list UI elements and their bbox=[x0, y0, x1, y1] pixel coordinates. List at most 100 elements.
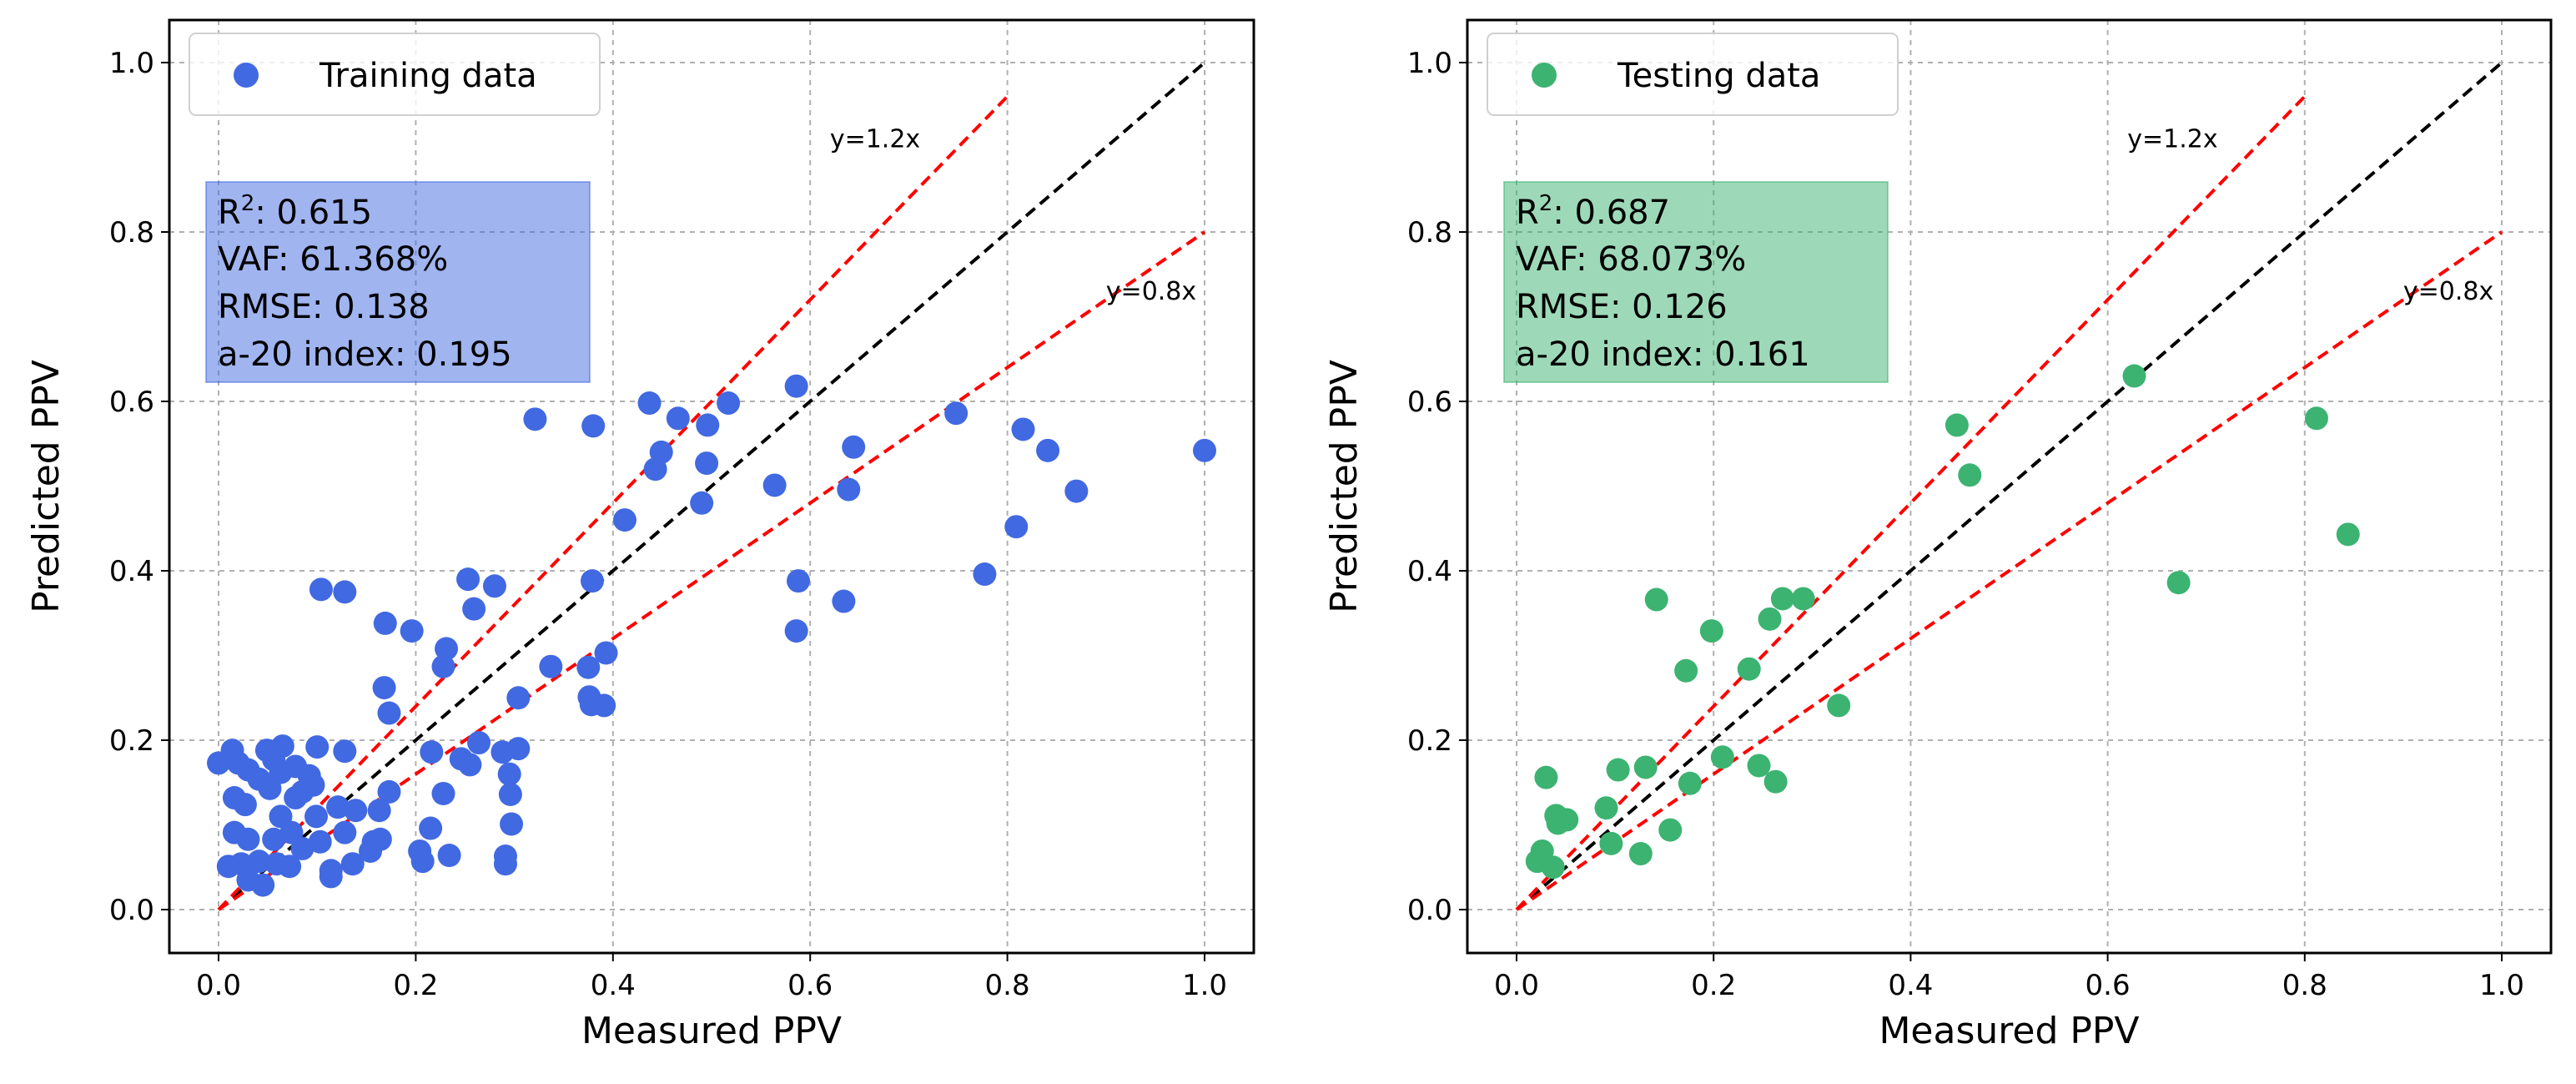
data-point bbox=[1758, 607, 1782, 631]
reference-line-label: y=0.8x bbox=[2403, 277, 2493, 306]
y-tick-label: 1.0 bbox=[109, 47, 154, 80]
data-point bbox=[2122, 364, 2146, 388]
data-point bbox=[837, 477, 861, 502]
data-point bbox=[506, 686, 531, 710]
data-point bbox=[2166, 571, 2191, 595]
data-point bbox=[594, 641, 618, 665]
data-point bbox=[308, 829, 332, 854]
stat-vaf: VAF: 68.073% bbox=[1516, 240, 1746, 279]
r2-value: : 0.615 bbox=[254, 194, 372, 232]
data-point bbox=[787, 569, 811, 593]
x-tick-label: 0.8 bbox=[2282, 969, 2327, 1002]
data-point bbox=[1594, 796, 1618, 820]
data-point bbox=[690, 491, 714, 515]
data-point bbox=[581, 414, 606, 438]
x-tick-label: 0.0 bbox=[1494, 969, 1539, 1002]
y-tick-label: 0.8 bbox=[109, 216, 154, 250]
legend-box bbox=[189, 33, 601, 116]
data-point bbox=[539, 654, 563, 678]
data-point bbox=[367, 799, 391, 823]
data-point bbox=[523, 407, 547, 431]
data-point bbox=[1710, 745, 1734, 769]
legend-box bbox=[1487, 33, 1899, 116]
data-point bbox=[1193, 438, 1216, 462]
identity-line bbox=[1515, 61, 2503, 911]
data-point bbox=[696, 413, 720, 437]
stat-r2: R2: 0.687 bbox=[1516, 191, 1670, 232]
data-point bbox=[1827, 693, 1851, 718]
data-point bbox=[506, 737, 531, 761]
data-point bbox=[319, 865, 343, 889]
reference-line-1_2 bbox=[217, 95, 1009, 911]
x-axis-label: Measured PPV bbox=[581, 1010, 842, 1052]
data-point bbox=[344, 799, 368, 823]
data-point bbox=[269, 760, 293, 784]
identity-line bbox=[217, 61, 1206, 911]
data-point bbox=[420, 740, 444, 764]
x-tick-label: 0.4 bbox=[591, 969, 636, 1002]
data-point bbox=[1747, 754, 1771, 778]
y-tick-label: 0.4 bbox=[1407, 555, 1452, 588]
legend-marker bbox=[1532, 63, 1557, 88]
data-point bbox=[251, 873, 275, 897]
data-point bbox=[1791, 587, 1815, 611]
data-point bbox=[784, 374, 808, 398]
data-point bbox=[462, 597, 486, 621]
y-axis-label: Predicted PPV bbox=[1323, 360, 1366, 613]
y-tick-label: 0.2 bbox=[1407, 724, 1452, 758]
x-axis-label: Measured PPV bbox=[1879, 1010, 2139, 1052]
data-point bbox=[262, 827, 286, 851]
data-point bbox=[2336, 522, 2360, 547]
data-point bbox=[456, 567, 480, 592]
data-point bbox=[1036, 438, 1060, 462]
y-tick-label: 0.4 bbox=[109, 555, 154, 588]
data-point bbox=[431, 654, 455, 678]
data-point bbox=[1541, 855, 1565, 880]
data-point bbox=[784, 619, 808, 643]
data-point bbox=[264, 852, 289, 876]
data-point bbox=[612, 508, 636, 532]
data-point bbox=[637, 391, 662, 416]
legend-label: Training data bbox=[319, 57, 537, 95]
data-point bbox=[410, 850, 435, 874]
data-point bbox=[372, 676, 396, 700]
legend-marker bbox=[234, 63, 259, 88]
reference-line-label: y=1.2x bbox=[2127, 125, 2217, 154]
data-point bbox=[643, 457, 667, 481]
data-point bbox=[1763, 769, 1788, 794]
data-point bbox=[1633, 755, 1658, 779]
data-point bbox=[309, 577, 333, 602]
data-point bbox=[1064, 479, 1089, 503]
data-point bbox=[592, 693, 616, 718]
data-point bbox=[762, 473, 787, 497]
x-tick-label: 0.0 bbox=[196, 969, 241, 1002]
data-point bbox=[580, 569, 604, 593]
data-point bbox=[333, 820, 357, 845]
data-point bbox=[1699, 619, 1723, 643]
stats-box bbox=[1503, 181, 1889, 383]
chart-panel-training: 0.0 0.2 0.4 0.6 0.8 1.0 0.0 0.2 0.4 0.6 0.8 1.0 y=1.… bbox=[25, 18, 1255, 1052]
data-point bbox=[1534, 765, 1558, 789]
data-point bbox=[1606, 758, 1630, 782]
x-tick-label: 1.0 bbox=[1182, 969, 1227, 1002]
r2-superscript: 2 bbox=[241, 191, 255, 216]
data-point bbox=[1546, 811, 1570, 835]
stat-a20: a-20 index: 0.161 bbox=[1516, 335, 1810, 374]
data-point bbox=[305, 735, 330, 759]
data-point bbox=[1599, 831, 1623, 855]
data-point bbox=[333, 739, 357, 764]
x-tick-label: 0.8 bbox=[985, 969, 1030, 1002]
data-point bbox=[1658, 818, 1683, 842]
data-point bbox=[458, 753, 482, 777]
data-point bbox=[666, 406, 690, 431]
reference-line-label: y=0.8x bbox=[1106, 277, 1196, 306]
data-point bbox=[368, 827, 392, 851]
r2-label: R bbox=[218, 194, 241, 232]
data-point bbox=[467, 731, 491, 755]
x-tick-label: 0.6 bbox=[787, 969, 833, 1002]
stat-vaf: VAF: 61.368% bbox=[218, 240, 448, 279]
data-point bbox=[247, 767, 271, 791]
data-point bbox=[435, 637, 459, 661]
legend-label: Testing data bbox=[1617, 57, 1820, 95]
